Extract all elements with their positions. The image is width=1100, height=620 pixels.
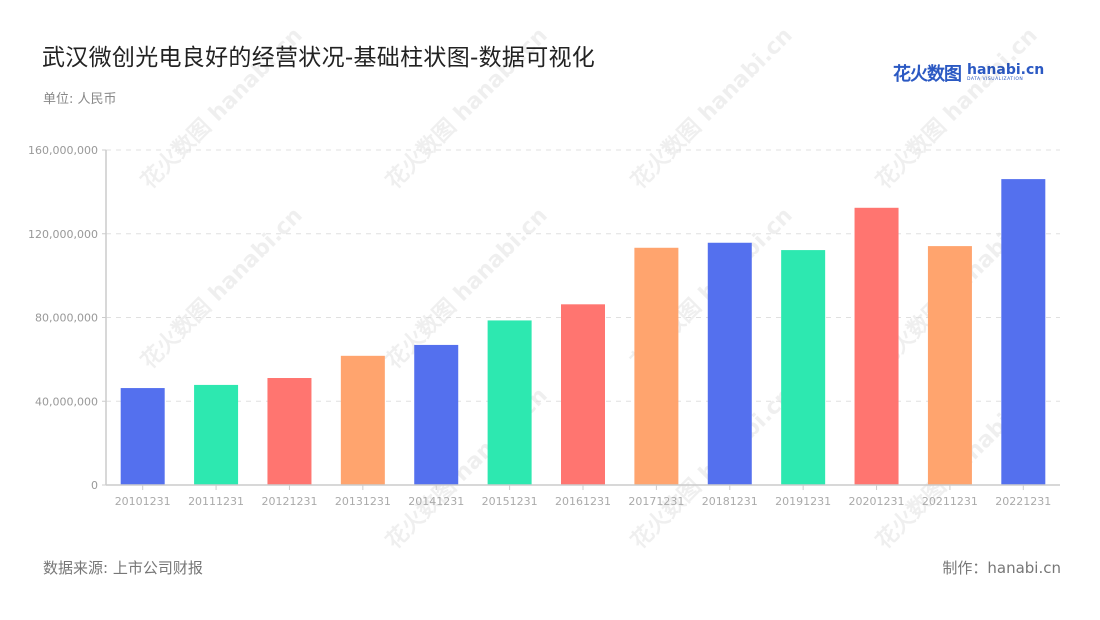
bar[interactable] [634,247,679,485]
watermark-text: 花火数图 hanabi.cn [136,22,308,194]
bar[interactable] [414,344,459,485]
bar[interactable] [120,388,165,485]
y-tick-label: 120,000,000 [28,228,98,241]
x-tick-label: 20211231 [922,495,978,508]
watermark-text: 花火数图 hanabi.cn [626,22,798,194]
x-tick-label: 20101231 [115,495,171,508]
y-tick-label: 160,000,000 [28,144,98,157]
bar[interactable] [267,378,312,485]
bar[interactable] [854,207,899,485]
bar[interactable] [927,246,972,485]
logo-sub-text: DATA VISUALIZATION [967,77,1024,83]
x-tick-label: 20131231 [335,495,391,508]
bar-series [120,179,1046,485]
bar[interactable] [340,355,385,485]
bar[interactable] [561,304,605,485]
x-tick-label: 20111231 [188,495,244,508]
credit: 制作：hanabi.cn [942,559,1061,577]
x-axis: 20101231 20111231 20121231 20131231 20141231… [106,484,1060,508]
y-tick-label: 0 [91,479,98,492]
logo-en-block: hanabi.cn DATA VISUALIZATION [967,63,1044,83]
bar[interactable] [781,250,826,485]
x-tick-label: 20171231 [628,495,684,508]
y-tick-label: 80,000,000 [35,312,98,325]
unit-label: 单位: 人民币 [43,92,117,107]
logo-en-text: hanabi.cn [967,62,1045,79]
bar[interactable] [194,384,239,485]
watermark-text: 花火数图 hanabi.cn [871,22,1043,194]
bar[interactable] [707,242,752,485]
x-tick-label: 20161231 [555,495,611,508]
chart-title: 武汉微创光电良好的经营状况-基础柱状图-数据可视化 [42,45,596,71]
bar[interactable] [1001,179,1046,485]
watermark-text: 花火数图 hanabi.cn [381,22,553,194]
watermark-text: 花火数图 hanabi.cn [136,202,308,374]
brand-logo: 花火数图 hanabi.cn DATA VISUALIZATION [893,60,1044,86]
x-tick-label: 20141231 [408,495,464,508]
y-tick-label: 40,000,000 [35,395,98,408]
bar[interactable] [487,320,532,485]
x-tick-label: 20191231 [775,495,831,508]
x-tick-label: 20121231 [261,495,317,508]
logo-cn-text: 花火数图 [893,64,962,85]
x-tick-label: 20221231 [995,495,1051,508]
y-axis: 0 40,000,000 80,000,000 120,000,000 160,000,… [28,144,107,492]
x-tick-label: 20151231 [482,495,538,508]
x-tick-label: 20201231 [849,495,905,508]
x-tick-label: 20181231 [702,495,758,508]
data-source: 数据来源: 上市公司财报 [43,559,203,577]
